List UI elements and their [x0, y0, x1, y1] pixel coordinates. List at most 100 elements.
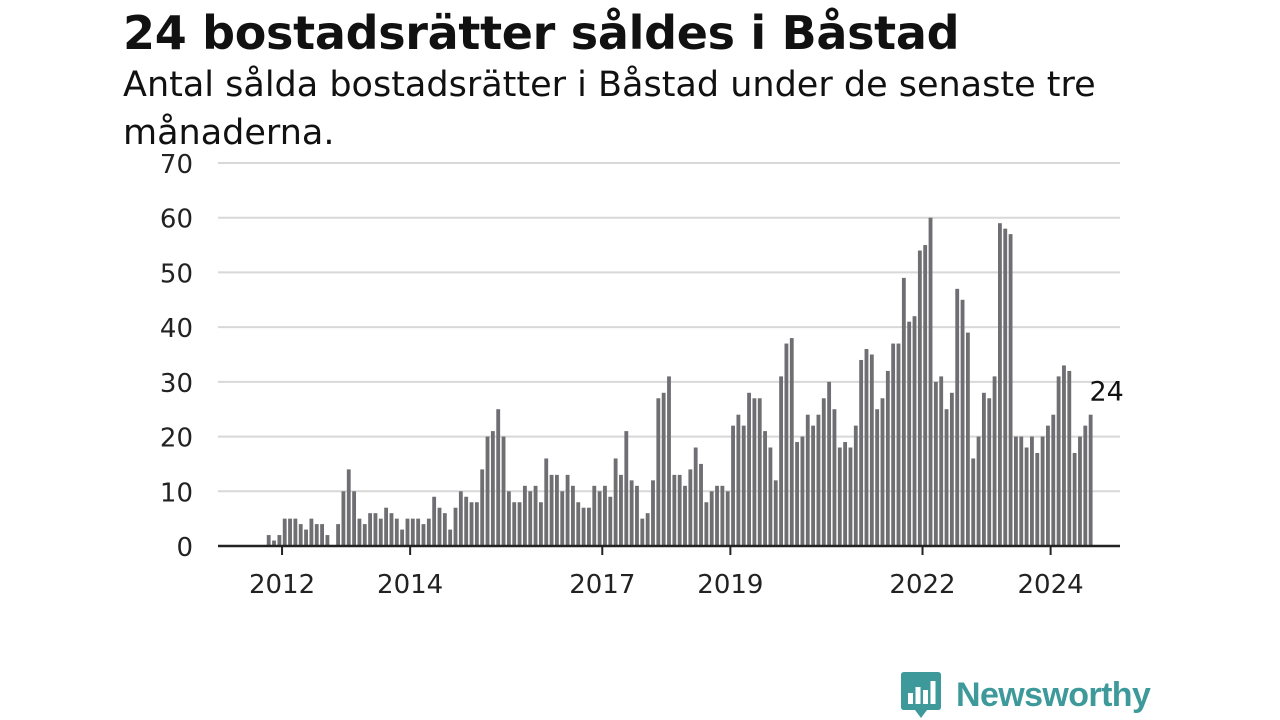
- bar: [1046, 425, 1050, 546]
- bar: [1062, 365, 1066, 546]
- bar: [309, 518, 314, 546]
- bar: [501, 436, 506, 546]
- bar: [907, 321, 912, 546]
- bar: [1051, 414, 1056, 546]
- bar: [715, 485, 719, 546]
- bar: [266, 535, 271, 546]
- bar: [544, 458, 549, 546]
- bar: [955, 288, 960, 546]
- bar: [896, 343, 901, 546]
- bar: [587, 507, 591, 546]
- bar: [538, 502, 543, 546]
- bar: [949, 392, 954, 546]
- bar: [709, 491, 714, 546]
- bar: [688, 469, 693, 546]
- bar: [699, 463, 703, 546]
- bar: [394, 518, 399, 546]
- bar: [362, 524, 367, 546]
- bar: [763, 431, 767, 546]
- bar: [474, 502, 479, 546]
- bar: [821, 398, 826, 546]
- bar: [1030, 436, 1034, 546]
- bar: [565, 474, 570, 546]
- bar: [629, 480, 634, 546]
- bar: [490, 431, 495, 546]
- bar: [346, 469, 351, 546]
- bar: [832, 409, 837, 546]
- bar: [789, 338, 794, 546]
- bar: [731, 425, 735, 546]
- bar: [341, 491, 346, 546]
- bar: [971, 458, 976, 546]
- bar: [923, 245, 928, 546]
- y-tick-label: 60: [160, 205, 193, 235]
- bar: [314, 524, 319, 546]
- bar: [965, 332, 970, 546]
- bar: [869, 354, 874, 546]
- bar: [512, 502, 517, 546]
- bar: [1083, 425, 1088, 546]
- bar: [672, 474, 677, 546]
- bar: [357, 518, 362, 546]
- bar: [736, 414, 741, 546]
- bar: [843, 442, 848, 546]
- bar: [939, 376, 944, 546]
- bar: [576, 502, 581, 546]
- bar: [1067, 370, 1072, 546]
- bar: [784, 343, 789, 546]
- bar: [277, 535, 282, 546]
- bar: [656, 398, 661, 546]
- bar: [571, 485, 575, 546]
- bar: [496, 409, 501, 546]
- bar: [661, 392, 666, 546]
- bar: [298, 524, 303, 546]
- bar: [426, 518, 431, 546]
- bar: [416, 518, 421, 546]
- bar: [1040, 436, 1045, 546]
- bar: [805, 414, 810, 546]
- data-labels: 24: [1089, 377, 1123, 408]
- bar: [640, 518, 645, 546]
- bar: [853, 425, 858, 546]
- bar: [405, 518, 410, 546]
- bar: [1014, 436, 1018, 546]
- bar: [555, 474, 559, 546]
- bar: [458, 491, 463, 546]
- bar: [1035, 452, 1040, 546]
- bar: [693, 447, 698, 546]
- bar: [880, 398, 885, 546]
- bar: [837, 447, 842, 546]
- bar: [981, 392, 986, 546]
- bar: [282, 518, 287, 546]
- bar: [293, 518, 298, 546]
- bar: [522, 485, 527, 546]
- bar: [811, 425, 816, 546]
- bar: [442, 513, 447, 546]
- bar: [683, 485, 687, 546]
- bar: [752, 398, 757, 546]
- x-tick-label: 2014: [377, 570, 443, 600]
- bar: [624, 431, 629, 546]
- bar: [704, 502, 709, 546]
- bar: [464, 496, 469, 546]
- bar: [517, 502, 522, 546]
- bar: [987, 398, 992, 546]
- bar: [1078, 436, 1082, 546]
- bars: [266, 217, 1093, 547]
- bar: [1019, 436, 1024, 546]
- bar: [448, 529, 453, 546]
- bar: [533, 485, 538, 546]
- bar: [933, 381, 938, 546]
- x-axis-ticks: 2012 2014 2017 2019 2022 2024: [249, 546, 1084, 600]
- bar: [773, 480, 778, 546]
- bar: [485, 436, 490, 546]
- bar: [619, 474, 623, 546]
- bar: [976, 436, 981, 546]
- bar: [667, 376, 671, 546]
- y-tick-label: 40: [160, 314, 193, 344]
- bar: [1056, 376, 1061, 546]
- bar: [795, 442, 800, 546]
- bar: [885, 370, 890, 546]
- bar: [304, 529, 308, 546]
